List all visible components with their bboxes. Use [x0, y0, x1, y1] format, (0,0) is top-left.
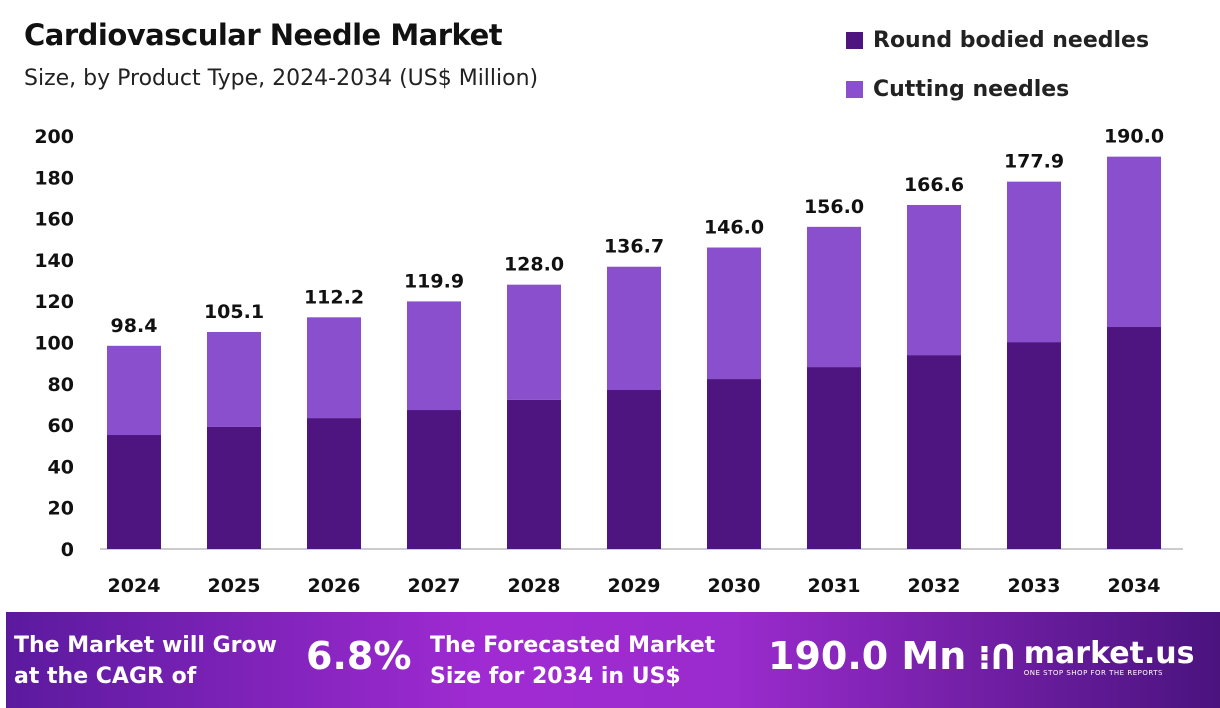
x-tick-label: 2029	[608, 575, 661, 597]
y-tick-label: 80	[48, 374, 74, 396]
y-tick-label: 160	[34, 209, 74, 231]
bar-segment-cutting	[807, 226, 861, 368]
x-tick-label: 2024	[108, 575, 161, 597]
chart-plot: 0 20 40 60 80 100 120 140 160 180 200 98.4 2024 105.1…	[34, 126, 1183, 597]
bar-segment-cutting	[107, 345, 161, 436]
forecast-value: 190.0 Mn	[768, 634, 967, 678]
bar-segment-cutting	[607, 266, 661, 390]
bar-segment-round-bodied	[107, 435, 161, 549]
y-tick-label: 0	[61, 539, 74, 561]
y-tick-label: 20	[48, 498, 74, 520]
bar-segment-round-bodied	[907, 355, 961, 549]
bar-segment-round-bodied	[1007, 342, 1061, 549]
x-tick-label: 2034	[1108, 575, 1161, 597]
bar-segment-cutting	[507, 284, 561, 400]
total-data-label: 136.7	[604, 236, 664, 258]
y-tick-label: 180	[34, 167, 74, 189]
legend-swatch	[846, 81, 863, 98]
x-tick-label: 2033	[1008, 575, 1061, 597]
logo-tagline: ONE STOP SHOP FOR THE REPORTS	[1023, 669, 1163, 677]
bar-segment-cutting	[907, 204, 961, 356]
y-tick-label: 140	[34, 250, 74, 272]
total-data-label: 112.2	[304, 286, 364, 308]
forecast-label: The Forecasted Market Size for 2034 in U…	[430, 633, 716, 689]
legend-swatch	[846, 32, 863, 49]
bar-segment-cutting	[1107, 156, 1161, 328]
bar-segment-round-bodied	[607, 389, 661, 549]
chart-title: Cardiovascular Needle Market	[24, 18, 503, 52]
total-data-label: 146.0	[704, 217, 764, 239]
total-data-label: 156.0	[804, 196, 864, 218]
x-tick-label: 2032	[908, 575, 961, 597]
bar-segment-cutting	[1007, 181, 1061, 343]
total-data-label: 166.6	[904, 174, 964, 196]
total-data-label: 177.9	[1004, 151, 1064, 173]
cagr-label: The Market will Grow at the CAGR of	[14, 633, 277, 689]
logo-name: market.us	[1023, 636, 1195, 671]
logo-icon: ⁝Ո	[978, 638, 1016, 678]
legend-item-cutting: Cutting needles	[846, 77, 1069, 102]
y-tick-label: 40	[48, 456, 74, 478]
x-tick-label: 2026	[308, 575, 361, 597]
bar-segment-round-bodied	[307, 418, 361, 549]
legend-label: Round bodied needles	[873, 28, 1150, 53]
bar-segment-round-bodied	[707, 379, 761, 549]
x-tick-label: 2027	[408, 575, 461, 597]
summary-banner: The Market will Grow at the CAGR of 6.8%…	[6, 612, 1220, 708]
y-tick-label: 60	[48, 415, 74, 437]
bar-segment-round-bodied	[807, 367, 861, 549]
cagr-value: 6.8%	[306, 634, 412, 678]
y-tick-label: 100	[34, 333, 74, 355]
bar-segment-cutting	[707, 247, 761, 380]
total-data-label: 190.0	[1104, 126, 1164, 148]
total-data-label: 98.4	[111, 315, 158, 337]
bar-segment-round-bodied	[1107, 327, 1161, 549]
x-tick-label: 2031	[808, 575, 861, 597]
bar-segment-cutting	[307, 317, 361, 419]
bar-segment-round-bodied	[207, 426, 261, 549]
y-tick-label: 200	[34, 126, 74, 148]
bar-segment-round-bodied	[507, 399, 561, 549]
bar-segment-cutting	[207, 331, 261, 427]
x-tick-label: 2028	[508, 575, 561, 597]
total-data-label: 119.9	[404, 270, 464, 292]
total-data-label: 105.1	[204, 301, 264, 323]
x-tick-label: 2030	[708, 575, 761, 597]
x-tick-label: 2025	[208, 575, 261, 597]
legend-item-round: Round bodied needles	[846, 28, 1149, 53]
total-data-label: 128.0	[504, 254, 564, 276]
bar-segment-round-bodied	[407, 410, 461, 549]
legend-label: Cutting needles	[873, 77, 1070, 102]
y-tick-label: 120	[34, 291, 74, 313]
bar-segment-cutting	[407, 301, 461, 411]
chart-subtitle: Size, by Product Type, 2024-2034 (US$ Mi…	[24, 66, 539, 91]
market-us-logo: ⁝Ո market.us ONE STOP SHOP FOR THE REPOR…	[978, 638, 1195, 678]
